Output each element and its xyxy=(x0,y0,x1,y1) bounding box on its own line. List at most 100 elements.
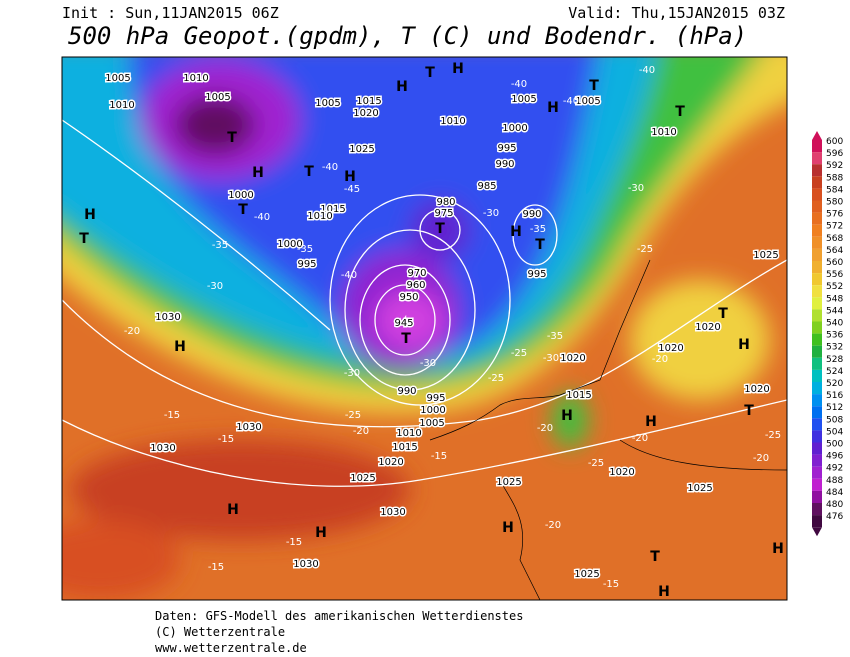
isobar-label: 1030 xyxy=(236,422,261,433)
legend-swatch xyxy=(812,466,822,479)
legend-cap xyxy=(812,131,822,140)
isotherm-label: -30 xyxy=(420,358,436,369)
legend-label: 548 xyxy=(826,294,843,304)
legend-label: 480 xyxy=(826,500,843,510)
pressure-center: H xyxy=(396,79,408,95)
isobar-label: 990 xyxy=(522,209,541,220)
isotherm-label: -20 xyxy=(753,453,769,464)
pressure-center: T xyxy=(744,403,754,419)
footer-copyright: (C) Wetterzentrale xyxy=(155,625,285,639)
legend-label: 524 xyxy=(826,367,843,377)
footer-url: www.wetterzentrale.de xyxy=(155,641,307,655)
legend-label: 552 xyxy=(826,282,843,292)
isobar-label: 1020 xyxy=(609,467,634,478)
isobar-label: 950 xyxy=(399,292,418,303)
isotherm-label: -35 xyxy=(547,331,563,342)
pressure-center: H xyxy=(645,414,657,430)
legend-label: 520 xyxy=(826,379,843,389)
isobar-label: 995 xyxy=(426,393,445,404)
footer-source: Daten: GFS-Modell des amerikanischen Wet… xyxy=(155,609,523,623)
isobar-label: 1025 xyxy=(349,144,374,155)
isotherm-label: -25 xyxy=(345,410,361,421)
pressure-center: H xyxy=(344,169,356,185)
isobar-label: 1005 xyxy=(105,73,130,84)
isobar-label: 1005 xyxy=(511,94,536,105)
legend-swatch xyxy=(812,152,822,165)
legend-label: 584 xyxy=(826,185,843,195)
pressure-center: H xyxy=(658,584,670,600)
legend-swatch xyxy=(812,321,822,334)
isobar-label: 995 xyxy=(297,259,316,270)
pressure-center: T xyxy=(401,331,411,347)
legend-swatch xyxy=(812,357,822,370)
pressure-center: H xyxy=(738,337,750,353)
isobar-label: 990 xyxy=(397,386,416,397)
legend-label: 560 xyxy=(826,258,843,268)
legend-swatch xyxy=(812,369,822,382)
pressure-center: T xyxy=(425,65,435,81)
isotherm-label: -20 xyxy=(652,354,668,365)
legend-swatch xyxy=(812,515,822,528)
legend-label: 580 xyxy=(826,198,843,208)
pressure-center: H xyxy=(252,165,264,181)
isobar-label: 1010 xyxy=(396,428,421,439)
isotherm-label: -20 xyxy=(124,326,140,337)
legend-label: 556 xyxy=(826,270,843,280)
legend-swatch xyxy=(812,309,822,322)
legend-label: 536 xyxy=(826,331,843,341)
pressure-center: T xyxy=(675,104,685,120)
legend-swatch xyxy=(812,503,822,516)
isotherm-label: -40 xyxy=(639,65,655,76)
isobar-label: 1015 xyxy=(320,204,345,215)
isotherm-label: -40 xyxy=(563,96,579,107)
legend-label: 488 xyxy=(826,476,843,486)
pressure-center: T xyxy=(435,221,445,237)
legend-label: 588 xyxy=(826,173,843,183)
color-legend: 600 596 592 588 584 580 576 572 568 564 560 556 552 5… xyxy=(812,131,843,537)
map-frame xyxy=(61,56,788,601)
isobar-label: 1005 xyxy=(315,98,340,109)
legend-label: 528 xyxy=(826,355,843,365)
pressure-center: H xyxy=(547,100,559,116)
legend-label: 492 xyxy=(826,464,843,474)
isobar-label: 1000 xyxy=(420,405,445,416)
isotherm-label: -15 xyxy=(286,537,302,548)
legend-swatch xyxy=(812,394,822,407)
isobar-label: 990 xyxy=(495,159,514,170)
isotherm-label: -25 xyxy=(588,458,604,469)
pressure-center: T xyxy=(304,164,314,180)
legend-swatch xyxy=(812,140,822,153)
isotherm-label: -25 xyxy=(488,373,504,384)
legend-swatch xyxy=(812,176,822,189)
isotherm-label: -30 xyxy=(483,208,499,219)
pressure-center: T xyxy=(227,130,237,146)
pressure-center: H xyxy=(502,520,514,536)
isobar-label: 945 xyxy=(394,318,413,329)
isobar-label: 1000 xyxy=(277,239,302,250)
map-title: 500 hPa Geopot.(gpdm), T (C) und Bodendr… xyxy=(68,22,747,50)
isotherm-label: -40 xyxy=(341,270,357,281)
isotherm-label: -30 xyxy=(543,353,559,364)
legend-swatch xyxy=(812,285,822,298)
isotherm-label: -30 xyxy=(344,368,360,379)
isobar-label: 1030 xyxy=(155,312,180,323)
isobar-label: 1015 xyxy=(356,96,381,107)
pressure-center: H xyxy=(772,541,784,557)
isotherm-label: -15 xyxy=(603,579,619,590)
legend-swatch xyxy=(812,212,822,225)
isobar-label: 960 xyxy=(406,280,425,291)
legend-label: 576 xyxy=(826,210,843,220)
isotherm-label: -40 xyxy=(322,162,338,173)
isotherm-label: -20 xyxy=(537,423,553,434)
isobar-label: 995 xyxy=(497,143,516,154)
isotherm-label: -35 xyxy=(297,244,313,255)
isobar-label: 1020 xyxy=(560,353,585,364)
isotherm-label: -20 xyxy=(353,426,369,437)
legend-swatch xyxy=(812,490,822,503)
isobar-label: 1010 xyxy=(651,127,676,138)
isotherm-label: -40 xyxy=(511,79,527,90)
legend-label: 596 xyxy=(826,149,843,159)
isobar-label: 1030 xyxy=(150,443,175,454)
isobar-label: 1030 xyxy=(380,507,405,518)
